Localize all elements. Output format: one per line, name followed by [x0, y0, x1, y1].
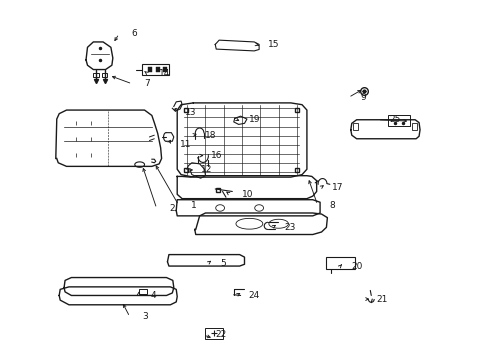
Text: 23: 23 [284, 223, 295, 232]
Text: 17: 17 [331, 183, 343, 192]
Bar [93, 73, 99, 77]
Text: 13: 13 [184, 108, 196, 117]
Text: 6: 6 [131, 29, 137, 38]
Text: 7: 7 [144, 80, 150, 89]
Text: 18: 18 [204, 131, 216, 140]
Text: 22: 22 [215, 330, 226, 339]
Bar [139, 289, 147, 294]
Text: 25: 25 [389, 115, 400, 124]
Bar [411, 123, 416, 130]
Text: 4: 4 [151, 291, 156, 300]
Bar [148, 67, 152, 72]
Text: 5: 5 [220, 259, 225, 268]
Text: 2: 2 [168, 204, 174, 213]
Text: 9: 9 [360, 93, 366, 102]
Bar [156, 67, 159, 72]
Text: 20: 20 [351, 262, 363, 271]
Bar [102, 73, 107, 77]
Bar [163, 67, 166, 72]
Text: 14: 14 [159, 69, 170, 78]
Text: 24: 24 [248, 291, 259, 300]
Text: 15: 15 [267, 40, 279, 49]
Text: 21: 21 [375, 294, 386, 303]
Bar [204, 328, 223, 338]
Text: 11: 11 [180, 140, 191, 149]
Bar [387, 115, 409, 126]
Text: 12: 12 [200, 166, 212, 175]
Text: 1: 1 [190, 201, 196, 210]
Bar [352, 123, 357, 130]
Text: 8: 8 [329, 201, 335, 210]
Bar [326, 257, 354, 269]
Bar [142, 64, 168, 75]
Text: 3: 3 [142, 312, 147, 321]
Text: 19: 19 [249, 115, 260, 124]
Text: 16: 16 [211, 151, 223, 160]
Text: 10: 10 [242, 190, 253, 199]
